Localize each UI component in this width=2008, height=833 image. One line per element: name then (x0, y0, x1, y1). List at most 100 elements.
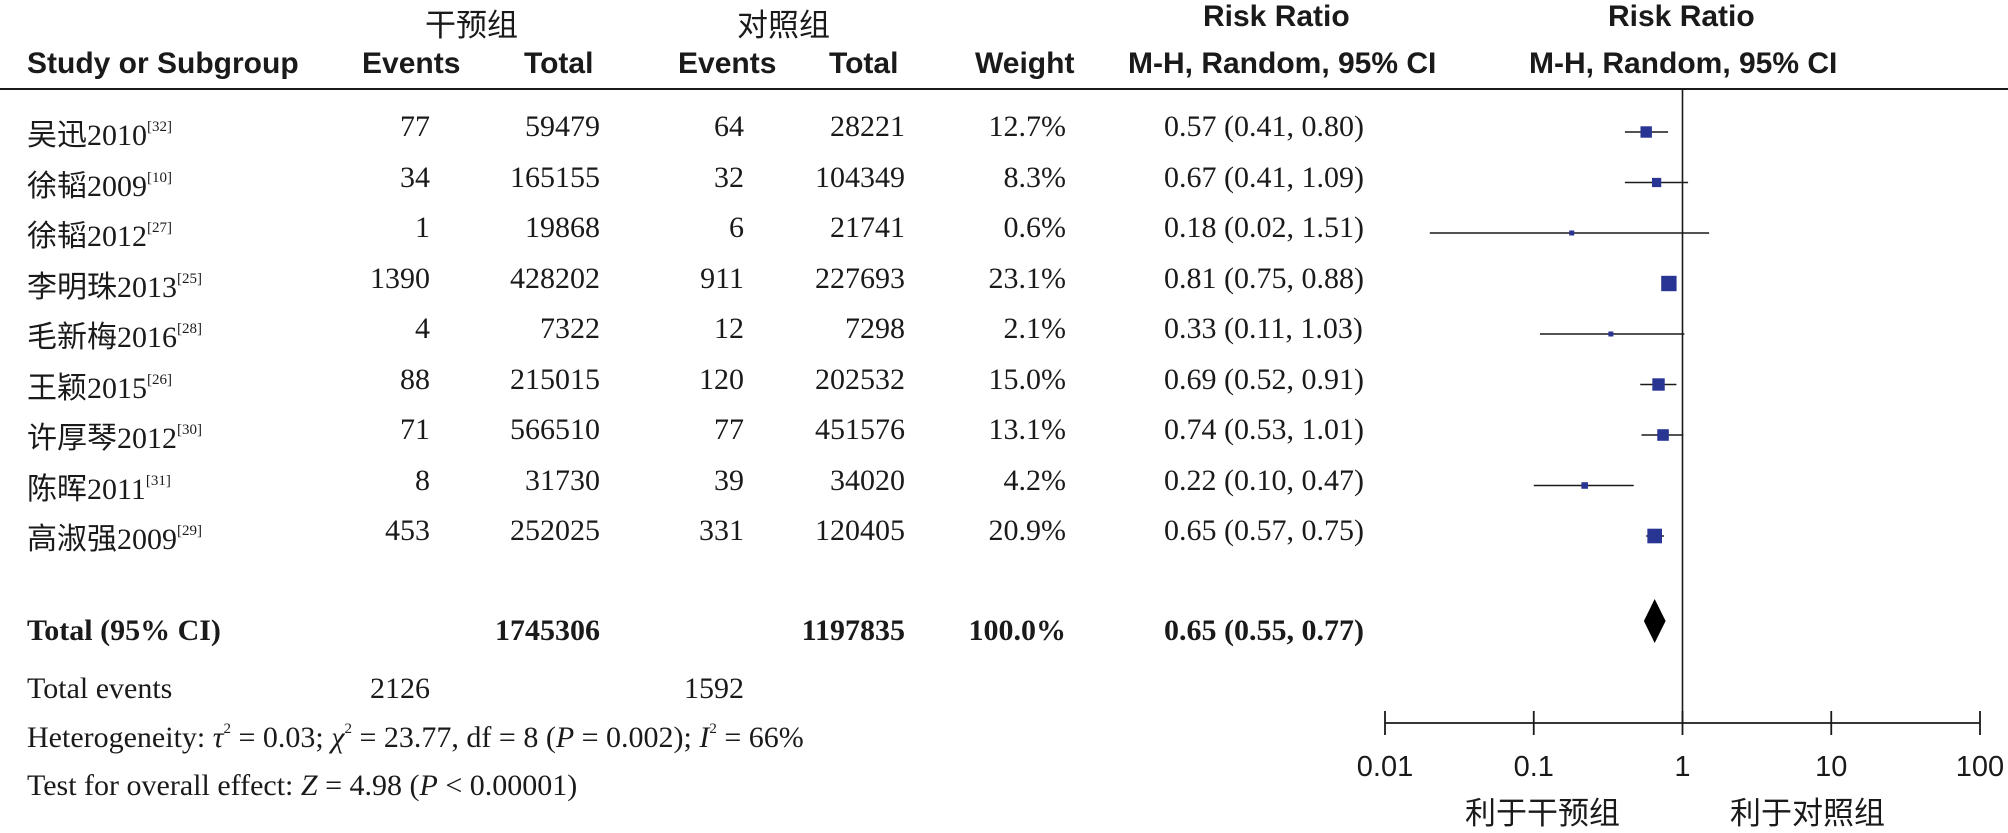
study-name: 吴迅2010[32] (27, 119, 172, 152)
study-ci-text: 0.81 (0.75, 0.88) (1164, 261, 1364, 295)
study-ci-text: 0.69 (0.52, 0.91) (1164, 362, 1364, 396)
study-int-total: 252025 (510, 514, 600, 547)
study-ci-text: 0.33 (0.11, 1.03) (1164, 312, 1363, 345)
study-int-events: 34 (400, 160, 430, 194)
study-int-events: 1 (415, 211, 430, 244)
study-point-marker (1652, 378, 1665, 391)
study-ctl-total: 34020 (830, 463, 905, 497)
study-reference: [10] (147, 169, 172, 186)
header-ci-plot: M-H, Random, 95% CI (1529, 47, 1838, 80)
study-weight: 4.2% (1003, 463, 1067, 497)
study-int-total: 165155 (510, 160, 600, 194)
study-ctl-events: 6 (729, 211, 744, 244)
study-name: 毛新梅2016[28] (27, 321, 202, 354)
header-int-events: Events (362, 47, 461, 80)
study-reference: [28] (177, 321, 202, 337)
header-ci-text: M-H, Random, 95% CI (1128, 47, 1437, 80)
study-int-events: 8 (415, 463, 430, 497)
study-point-marker (1661, 275, 1677, 292)
study-ctl-events: 120 (699, 362, 744, 396)
total-label: Total (95% CI) (27, 614, 221, 647)
study-ci-text: 0.67 (0.41, 1.09) (1164, 160, 1364, 194)
study-point-marker (1647, 528, 1662, 544)
study-int-events: 1390 (370, 261, 430, 295)
study-name: 徐韬2012[27] (27, 220, 172, 253)
study-reference: [32] (147, 119, 172, 135)
study-name: 高淑强2009[29] (27, 523, 202, 556)
study-weight: 20.9% (988, 514, 1067, 547)
study-ctl-events: 12 (714, 312, 744, 345)
study-int-total: 566510 (510, 413, 600, 446)
study-reference: [27] (147, 220, 172, 236)
study-ctl-total: 227693 (815, 261, 905, 295)
study-reference: [29] (177, 523, 202, 539)
study-int-total: 19868 (525, 211, 600, 244)
study-point-marker (1569, 230, 1575, 236)
study-ctl-total: 28221 (830, 110, 905, 143)
study-int-total: 7322 (540, 312, 600, 345)
study-ci-text: 0.74 (0.53, 1.01) (1164, 413, 1364, 446)
header-study: Study or Subgroup (27, 47, 299, 80)
total-int-total: 1745306 (495, 614, 600, 647)
study-ctl-total: 7298 (845, 312, 905, 345)
study-ctl-events: 32 (714, 160, 744, 194)
header-divider (0, 88, 2008, 90)
study-reference: [30] (177, 422, 202, 438)
header-risk-ratio-text: Risk Ratio (1203, 0, 1350, 33)
study-reference: [26] (147, 371, 172, 388)
study-ctl-events: 77 (714, 413, 744, 446)
study-name: 王颖2015[26] (27, 371, 172, 405)
header-group-control: 对照组 (737, 8, 830, 43)
study-int-total: 215015 (510, 362, 600, 396)
study-int-events: 88 (400, 362, 430, 396)
study-weight: 23.1% (988, 261, 1067, 295)
study-int-events: 4 (415, 312, 430, 345)
total-events-label: Total events (27, 672, 173, 705)
x-axis-tick-label: 0.1 (1514, 751, 1554, 783)
study-ctl-events: 331 (699, 514, 744, 547)
study-point-marker (1652, 177, 1662, 188)
study-ctl-events: 39 (714, 463, 744, 497)
study-weight: 8.3% (1003, 160, 1067, 194)
total-ci-text: 0.65 (0.55, 0.77) (1164, 614, 1364, 647)
study-reference: [31] (145, 472, 171, 489)
study-name: 许厚琴2012[30] (27, 422, 202, 455)
study-weight: 15.0% (988, 362, 1067, 396)
study-point-marker (1581, 482, 1588, 489)
study-int-total: 59479 (525, 110, 600, 143)
x-axis-tick-label: 1 (1674, 751, 1690, 783)
study-point-marker (1640, 126, 1652, 138)
study-ctl-events: 911 (700, 261, 744, 295)
total-ctl-total: 1197835 (801, 614, 905, 647)
x-axis-tick-label: 0.01 (1357, 751, 1413, 783)
study-ctl-total: 451576 (815, 413, 905, 446)
study-int-total: 31730 (525, 463, 600, 497)
study-ctl-total: 202532 (815, 362, 905, 396)
study-ctl-total: 104349 (815, 160, 905, 194)
heterogeneity-text: Heterogeneity: τ2 = 0.03; χ2 = 23.77, df… (27, 721, 804, 754)
study-name: 陈晖2011[31] (27, 472, 171, 506)
study-ctl-events: 64 (714, 110, 744, 143)
study-int-events: 77 (400, 110, 430, 143)
study-weight: 12.7% (988, 110, 1067, 143)
study-weight: 13.1% (988, 413, 1067, 446)
study-ctl-total: 120405 (815, 514, 905, 547)
x-axis-tick-label: 100 (1956, 751, 2004, 783)
study-reference: [25] (177, 270, 202, 287)
study-ci-text: 0.65 (0.57, 0.75) (1164, 514, 1364, 547)
study-weight: 0.6% (1003, 211, 1067, 244)
header-int-total: Total (524, 47, 594, 80)
study-int-total: 428202 (510, 261, 600, 295)
study-weight: 2.1% (1003, 312, 1067, 345)
study-point-marker (1608, 331, 1614, 337)
study-name: 李明珠2013[25] (27, 270, 202, 304)
header-group-intervention: 干预组 (425, 8, 518, 43)
header-risk-ratio-plot: Risk Ratio (1608, 0, 1755, 33)
study-name: 徐韬2009[10] (27, 169, 172, 203)
study-int-events: 71 (400, 413, 430, 446)
study-point-marker (1657, 429, 1669, 441)
study-int-events: 453 (385, 514, 430, 547)
total-events-int: 2126 (370, 672, 430, 705)
study-ci-text: 0.22 (0.10, 0.47) (1164, 463, 1364, 497)
